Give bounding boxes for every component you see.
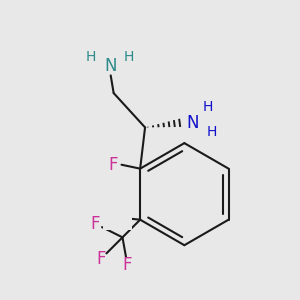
Text: N: N <box>186 113 198 131</box>
Text: N: N <box>104 57 117 75</box>
Text: F: F <box>96 250 106 268</box>
Text: H: H <box>203 100 213 114</box>
Text: F: F <box>90 214 100 232</box>
Text: H: H <box>86 50 96 64</box>
Text: F: F <box>123 256 132 274</box>
FancyBboxPatch shape <box>103 206 132 230</box>
Text: F: F <box>108 156 117 174</box>
Text: H: H <box>207 125 217 139</box>
Text: F: F <box>108 209 117 227</box>
Text: H: H <box>123 50 134 64</box>
